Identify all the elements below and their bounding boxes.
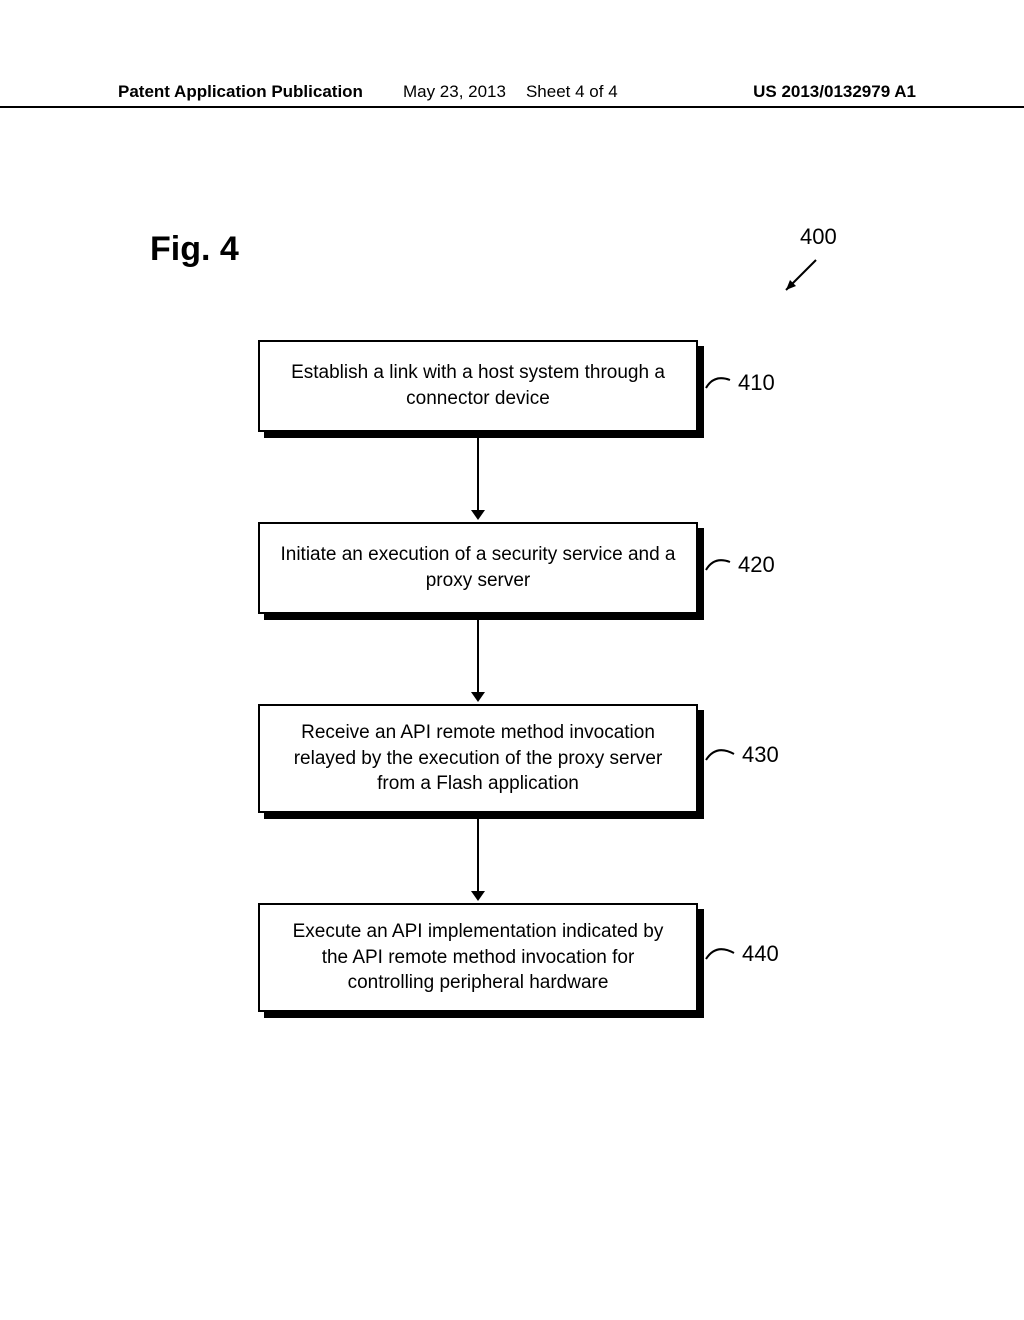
flow-box: Initiate an execution of a security serv… — [258, 522, 698, 614]
connector-line — [477, 438, 479, 518]
flow-box: Execute an API implementation indicated … — [258, 903, 698, 1012]
flowchart: Establish a link with a host system thro… — [258, 340, 698, 1012]
node-ref-number: 410 — [738, 370, 775, 396]
sheet-number: Sheet 4 of 4 — [526, 82, 618, 102]
ref-leader-icon — [704, 370, 734, 392]
connector-line — [477, 819, 479, 899]
node-ref-number: 430 — [742, 742, 779, 768]
flow-connector — [258, 432, 698, 522]
flow-box: Establish a link with a host system thro… — [258, 340, 698, 432]
flow-connector — [258, 813, 698, 903]
flow-node: Initiate an execution of a security serv… — [258, 522, 698, 614]
connector-line — [477, 620, 479, 700]
flow-box-text: Establish a link with a host system thro… — [278, 360, 678, 411]
flow-box-text: Initiate an execution of a security serv… — [278, 542, 678, 593]
flow-box-text: Receive an API remote method invocation … — [278, 720, 678, 797]
publication-number: US 2013/0132979 A1 — [753, 82, 916, 102]
flow-node: Receive an API remote method invocation … — [258, 704, 698, 813]
arrow-down-icon — [468, 508, 488, 522]
publication-label: Patent Application Publication — [118, 82, 363, 102]
overall-ref-number: 400 — [800, 224, 837, 250]
flow-box-text: Execute an API implementation indicated … — [278, 919, 678, 996]
ref-leader-icon — [704, 742, 738, 764]
patent-page: Patent Application Publication May 23, 2… — [0, 0, 1024, 1320]
ref-leader-icon — [704, 552, 734, 574]
flow-node: Establish a link with a host system thro… — [258, 340, 698, 432]
publication-date: May 23, 2013 — [403, 82, 506, 102]
flow-connector — [258, 614, 698, 704]
ref-leader-icon — [704, 941, 738, 963]
node-ref-number: 440 — [742, 941, 779, 967]
arrow-down-icon — [468, 889, 488, 903]
page-header: Patent Application Publication May 23, 2… — [0, 82, 1024, 108]
header-text-row: Patent Application Publication May 23, 2… — [0, 82, 1024, 102]
overall-ref-arrow-icon — [776, 252, 826, 302]
figure-label: Fig. 4 — [150, 230, 239, 269]
node-ref-number: 420 — [738, 552, 775, 578]
flow-box: Receive an API remote method invocation … — [258, 704, 698, 813]
flow-node: Execute an API implementation indicated … — [258, 903, 698, 1012]
arrow-down-icon — [468, 690, 488, 704]
